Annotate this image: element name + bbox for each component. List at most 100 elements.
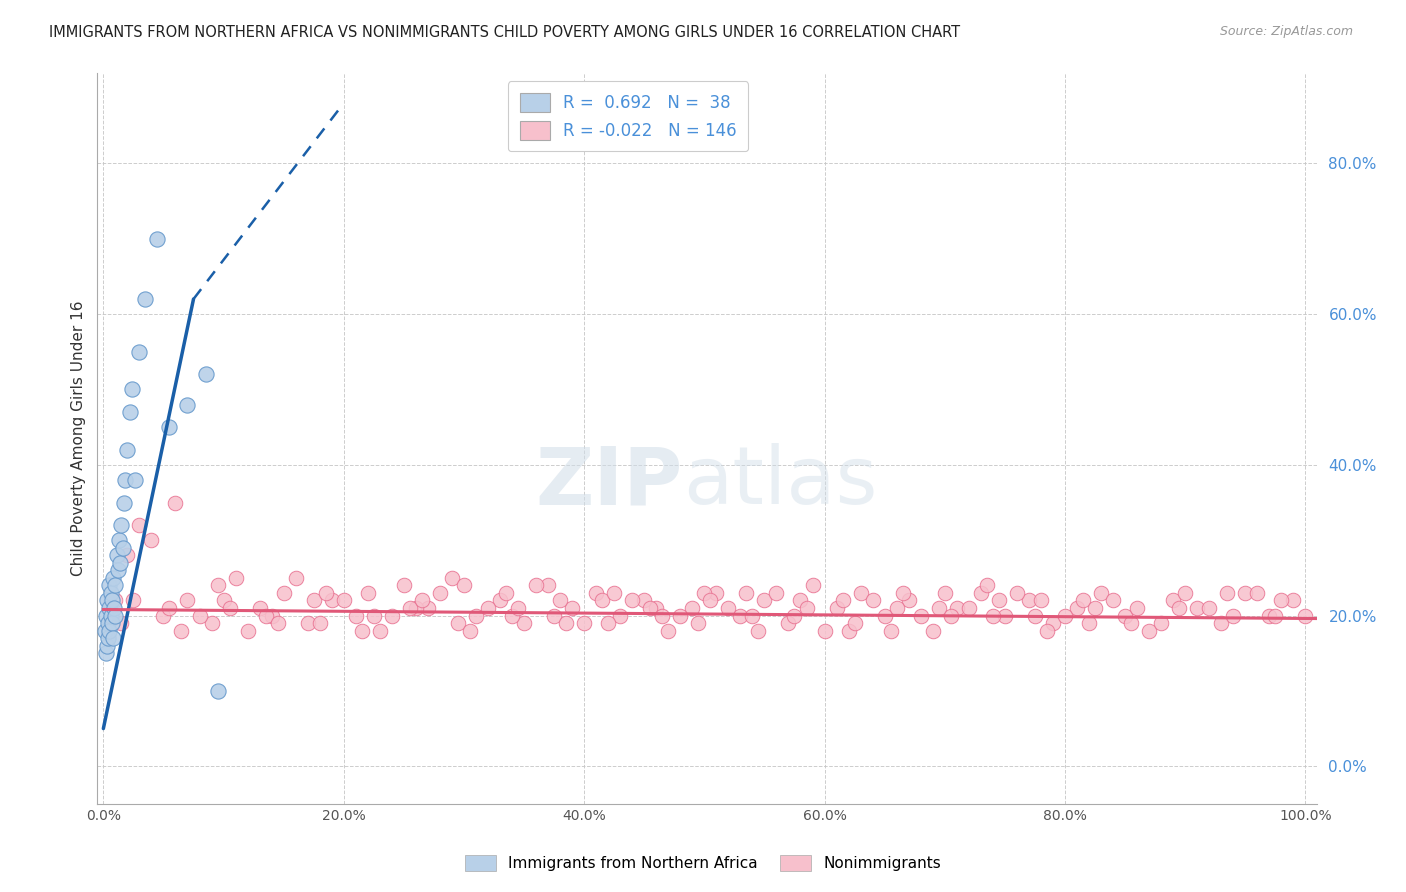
Point bbox=[165, 495, 187, 509]
Point bbox=[465, 608, 488, 623]
Point bbox=[783, 608, 806, 623]
Text: atlas: atlas bbox=[683, 443, 877, 521]
Point bbox=[638, 601, 661, 615]
Point bbox=[891, 586, 914, 600]
Text: IMMIGRANTS FROM NORTHERN AFRICA VS NONIMMIGRANTS CHILD POVERTY AMONG GIRLS UNDER: IMMIGRANTS FROM NORTHERN AFRICA VS NONIM… bbox=[49, 25, 960, 40]
Point bbox=[645, 601, 668, 615]
Point bbox=[873, 608, 896, 623]
Point bbox=[429, 586, 451, 600]
Point bbox=[111, 541, 134, 555]
Point bbox=[657, 624, 679, 638]
Point bbox=[1029, 593, 1052, 607]
Point bbox=[831, 593, 853, 607]
Point bbox=[1102, 593, 1125, 607]
Point bbox=[1264, 608, 1286, 623]
Point bbox=[118, 405, 141, 419]
Point bbox=[1071, 593, 1094, 607]
Point bbox=[1119, 616, 1142, 631]
Point bbox=[789, 593, 811, 607]
Point bbox=[212, 593, 235, 607]
Point bbox=[1294, 608, 1316, 623]
Point bbox=[921, 624, 943, 638]
Point bbox=[207, 684, 229, 698]
Point bbox=[1216, 586, 1239, 600]
Point bbox=[1198, 601, 1220, 615]
Point bbox=[176, 593, 198, 607]
Point bbox=[100, 616, 122, 631]
Point bbox=[122, 593, 145, 607]
Point bbox=[110, 616, 132, 631]
Point bbox=[399, 601, 422, 615]
Point bbox=[103, 601, 125, 615]
Point bbox=[1246, 586, 1268, 600]
Point bbox=[957, 601, 980, 615]
Point bbox=[765, 586, 787, 600]
Point bbox=[603, 586, 626, 600]
Point bbox=[344, 608, 367, 623]
Point bbox=[970, 586, 993, 600]
Point bbox=[117, 548, 139, 562]
Point bbox=[928, 601, 950, 615]
Text: Source: ZipAtlas.com: Source: ZipAtlas.com bbox=[1219, 25, 1353, 38]
Point bbox=[813, 624, 835, 638]
Point bbox=[543, 608, 565, 623]
Point bbox=[98, 601, 121, 615]
Point bbox=[146, 232, 169, 246]
Point bbox=[1258, 608, 1281, 623]
Point bbox=[621, 593, 644, 607]
Point bbox=[97, 631, 120, 645]
Point bbox=[363, 608, 385, 623]
Point bbox=[1042, 616, 1064, 631]
Point bbox=[332, 593, 354, 607]
Point bbox=[572, 616, 595, 631]
Point bbox=[284, 571, 307, 585]
Point bbox=[194, 368, 217, 382]
Point bbox=[350, 624, 373, 638]
Point bbox=[730, 608, 752, 623]
Point bbox=[96, 593, 118, 607]
Point bbox=[1282, 593, 1305, 607]
Point bbox=[825, 601, 848, 615]
Legend: Immigrants from Northern Africa, Nonimmigrants: Immigrants from Northern Africa, Nonimmi… bbox=[458, 849, 948, 877]
Point bbox=[105, 548, 128, 562]
Point bbox=[1211, 616, 1233, 631]
Point bbox=[108, 533, 131, 548]
Point bbox=[108, 556, 131, 570]
Point bbox=[134, 292, 156, 306]
Point bbox=[844, 616, 866, 631]
Point bbox=[458, 624, 481, 638]
Point bbox=[910, 608, 932, 623]
Point bbox=[411, 593, 433, 607]
Point bbox=[392, 578, 415, 592]
Point bbox=[357, 586, 380, 600]
Point bbox=[1078, 616, 1101, 631]
Point bbox=[1084, 601, 1107, 615]
Point bbox=[1150, 616, 1173, 631]
Point bbox=[159, 601, 181, 615]
Point bbox=[1053, 608, 1076, 623]
Point bbox=[97, 616, 120, 631]
Point bbox=[98, 578, 121, 592]
Point bbox=[976, 578, 998, 592]
Point bbox=[141, 533, 163, 548]
Point bbox=[225, 571, 247, 585]
Point bbox=[651, 608, 673, 623]
Point bbox=[100, 608, 122, 623]
Point bbox=[747, 624, 769, 638]
Point bbox=[207, 578, 229, 592]
Point bbox=[537, 578, 560, 592]
Point bbox=[1090, 586, 1112, 600]
Point bbox=[315, 586, 337, 600]
Point bbox=[754, 593, 776, 607]
Point bbox=[93, 624, 115, 638]
Point bbox=[879, 624, 901, 638]
Point bbox=[717, 601, 740, 615]
Point bbox=[266, 616, 288, 631]
Text: ZIP: ZIP bbox=[536, 443, 683, 521]
Point bbox=[796, 601, 818, 615]
Point bbox=[934, 586, 956, 600]
Point bbox=[1126, 601, 1149, 615]
Point bbox=[994, 608, 1017, 623]
Point bbox=[1066, 601, 1088, 615]
Point bbox=[381, 608, 404, 623]
